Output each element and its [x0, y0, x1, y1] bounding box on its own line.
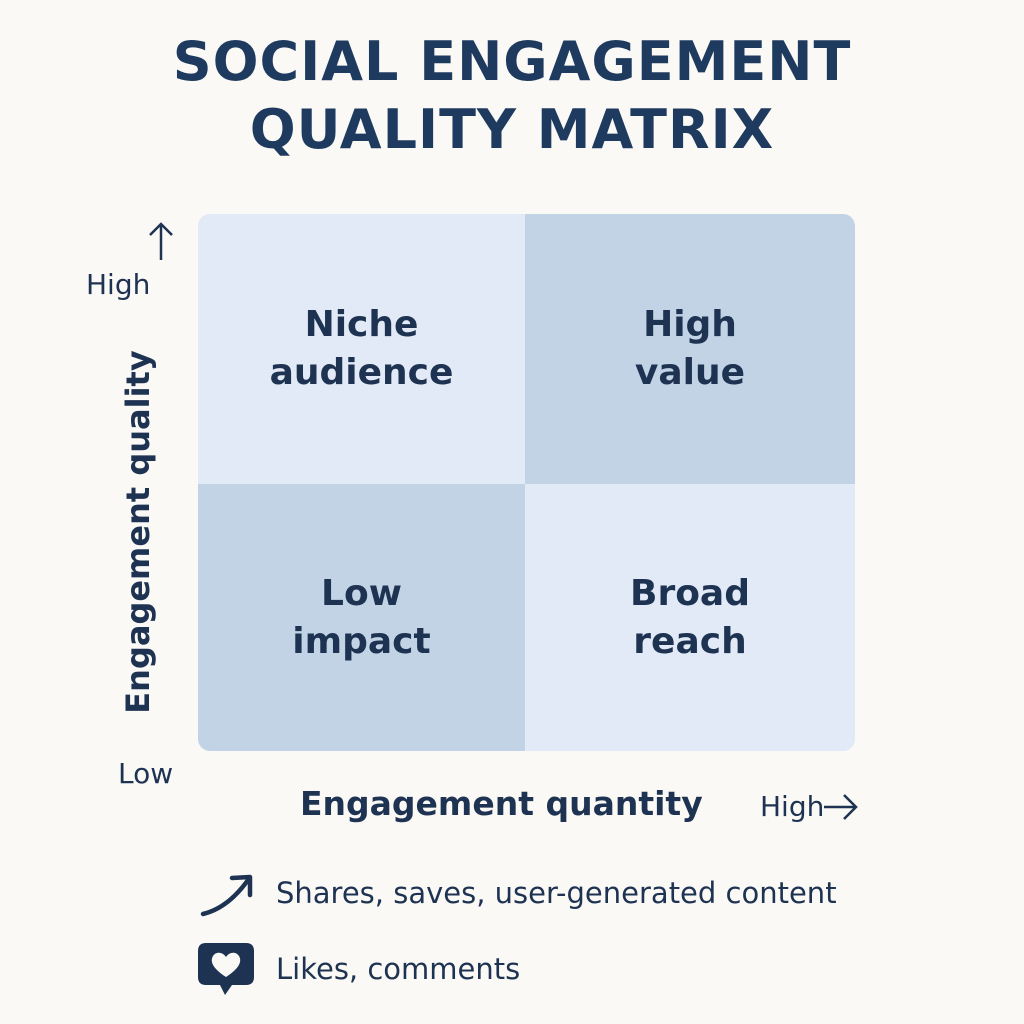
quadrant-label: Niche audience [270, 301, 454, 397]
quadrant-label-line-2: audience [269, 352, 454, 393]
quadrant-label-line-1: High [643, 304, 737, 345]
quadrant-label-line-1: Low [321, 572, 402, 614]
quadrant-label: Broad reach [630, 570, 750, 666]
x-axis-right-arrow-icon [824, 794, 858, 820]
quadrant-label: High value [635, 301, 745, 397]
quadrant-high-value: High value [525, 214, 855, 484]
x-axis-label: Engagement quantity [300, 784, 703, 823]
y-axis-up-arrow-icon [149, 222, 173, 260]
legend-item-likes: Likes, comments [198, 943, 521, 995]
quadrant-label-line-2: value [634, 352, 746, 393]
heart-bubble-icon [198, 943, 258, 995]
title-line-2: QUALITY MATRIX [249, 98, 775, 161]
page-title: SOCIAL ENGAGEMENT QUALITY MATRIX [0, 28, 1024, 164]
quadrant-low-impact: Low impact [198, 484, 525, 751]
trend-arrow-icon [198, 868, 258, 918]
quadrant-label-line-1: Niche [304, 304, 419, 345]
quadrant-broad-reach: Broad reach [525, 484, 855, 751]
title-line-1: SOCIAL ENGAGEMENT [172, 30, 852, 93]
quadrant-label-line-2: reach [633, 620, 747, 662]
legend-text: Shares, saves, user-generated content [276, 876, 837, 910]
legend-item-shares: Shares, saves, user-generated content [198, 868, 837, 918]
quadrant-label-line-1: Broad [630, 572, 750, 614]
y-axis-label: Engagement quality [119, 350, 157, 714]
quadrant-matrix: Niche audience High value Low impact Bro… [198, 214, 855, 751]
quadrant-label: Low impact [292, 570, 430, 666]
y-axis-high-label: High [86, 268, 151, 301]
quadrant-niche-audience: Niche audience [198, 214, 525, 484]
legend-text: Likes, comments [276, 952, 521, 986]
y-axis-low-label: Low [118, 757, 174, 790]
quadrant-label-line-2: impact [292, 620, 431, 662]
x-axis-high-label: High [760, 790, 825, 823]
